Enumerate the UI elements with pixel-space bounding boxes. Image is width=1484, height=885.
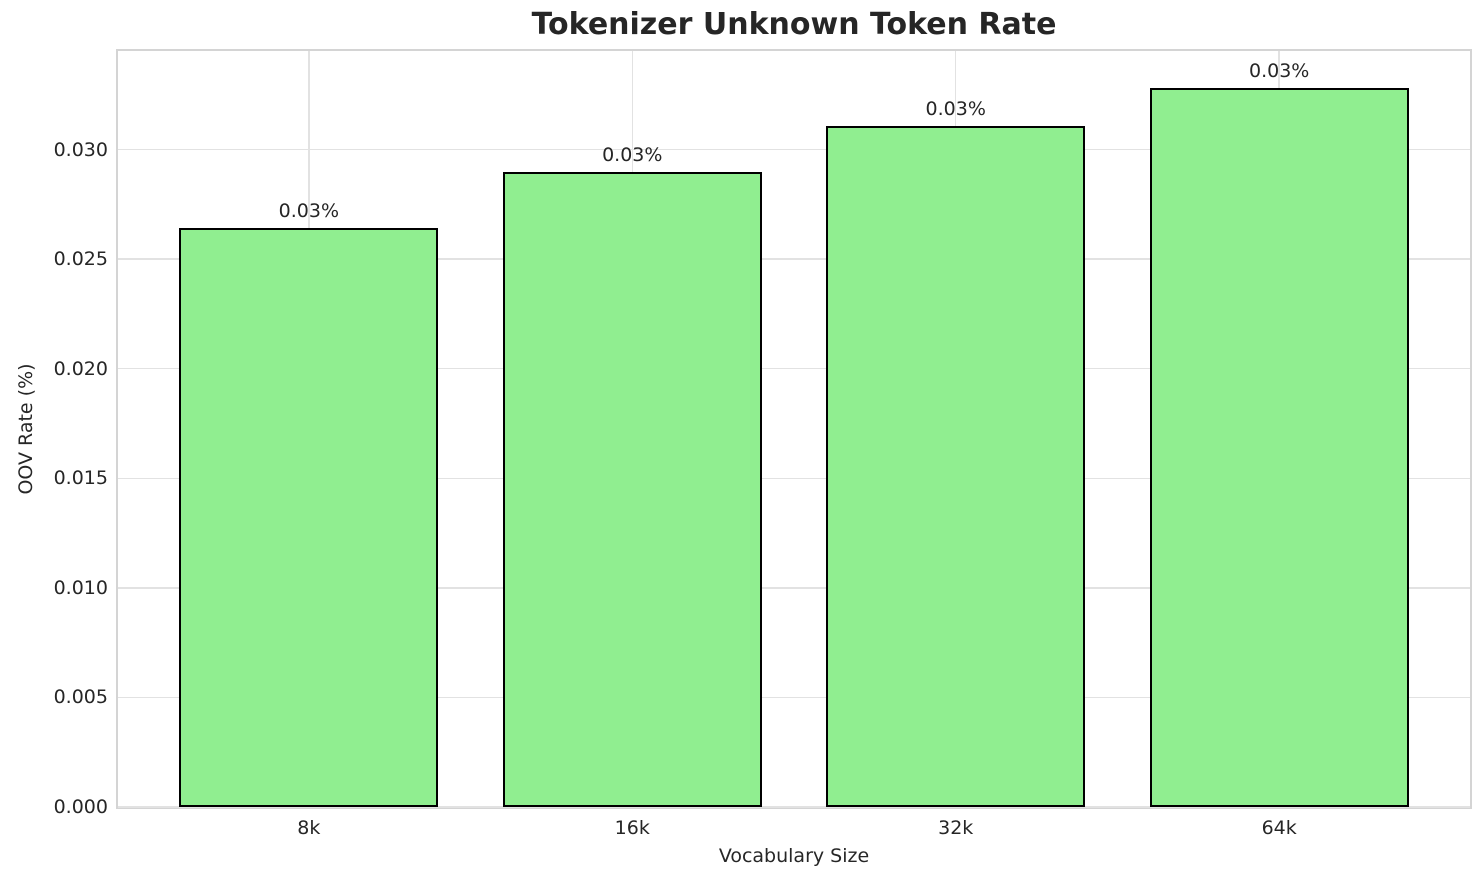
h-gridline <box>118 587 1470 589</box>
h-gridline <box>118 806 1470 808</box>
y-tick-label: 0.000 <box>53 796 108 818</box>
x-axis-label: Vocabulary Size <box>718 845 870 867</box>
h-gridline <box>118 696 1470 699</box>
h-gridline <box>118 477 1470 480</box>
bar-64k <box>1149 88 1409 807</box>
x-tick-label: 16k <box>614 817 650 839</box>
y-tick-label: 0.005 <box>53 686 108 709</box>
x-tick-label: 64k <box>1261 817 1297 839</box>
y-tick-label: 0.030 <box>53 138 108 161</box>
bar-value-label: 0.03% <box>925 97 986 120</box>
x-tick-label: 32k <box>938 817 974 839</box>
y-tick-label: 0.025 <box>53 248 108 271</box>
h-gridline <box>118 258 1470 260</box>
bar-32k <box>826 125 1086 807</box>
y-tick-label: 0.015 <box>53 467 108 490</box>
bar-8k <box>179 228 439 807</box>
bar-value-label: 0.03% <box>278 200 340 223</box>
y-tick-label: 0.020 <box>53 357 108 380</box>
y-tick-label: 0.010 <box>53 576 108 599</box>
x-tick-label: 8k <box>297 817 321 839</box>
h-gridline <box>118 367 1470 370</box>
y-axis-label: OOV Rate (%) <box>15 363 37 495</box>
plot-area: 0.03% 0.03% 0.03% 0.03% <box>116 49 1472 809</box>
h-gridline <box>118 148 1470 151</box>
bar-value-label: 0.03% <box>602 143 663 166</box>
chart-title: Tokenizer Unknown Token Rate <box>531 7 1057 42</box>
bar-value-label: 0.03% <box>1248 60 1310 83</box>
bar-16k <box>502 171 762 807</box>
